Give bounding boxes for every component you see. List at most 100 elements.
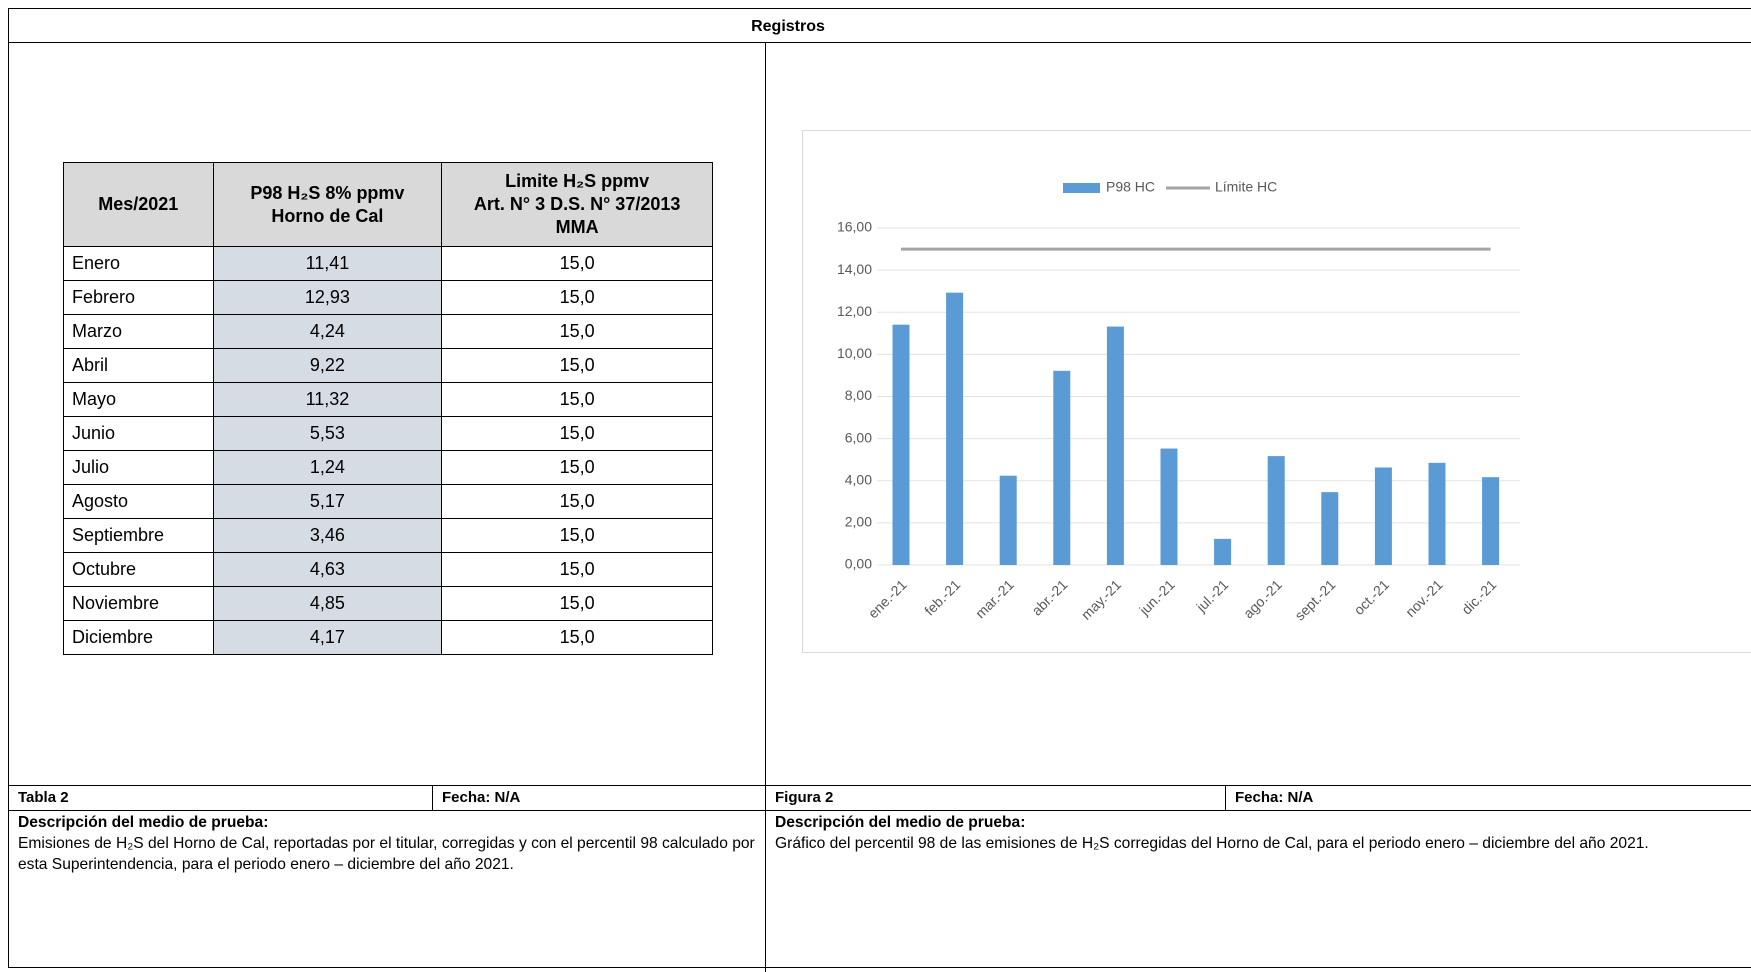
table-cell: Julio bbox=[64, 451, 214, 485]
table-cell: 15,0 bbox=[442, 383, 713, 417]
table-cell: 5,17 bbox=[213, 485, 442, 519]
table-cell: Abril bbox=[64, 349, 214, 383]
bar bbox=[1000, 476, 1017, 565]
header-line: Limite H₂S ppmv bbox=[450, 170, 704, 193]
y-tick-label: 2,00 bbox=[845, 514, 872, 530]
title: Registros bbox=[8, 8, 1568, 42]
table-cell: 5,53 bbox=[213, 417, 442, 451]
table-cell: Enero bbox=[64, 247, 214, 281]
table-cell: 9,22 bbox=[213, 349, 442, 383]
table-cell: Junio bbox=[64, 417, 214, 451]
y-tick-label: 6,00 bbox=[845, 429, 872, 445]
bar bbox=[1429, 463, 1446, 565]
bar bbox=[1107, 327, 1124, 565]
date: Fecha: N/A bbox=[434, 786, 528, 809]
description: Gráfico del percentil 98 de las emisione… bbox=[775, 833, 1751, 854]
bar bbox=[1214, 539, 1231, 565]
bar bbox=[1375, 467, 1392, 565]
rule bbox=[8, 810, 1751, 811]
table-cell: 15,0 bbox=[442, 315, 713, 349]
caption: Tabla 2 bbox=[10, 786, 77, 809]
header-line: Mes/2021 bbox=[72, 193, 205, 216]
table-cell: 15,0 bbox=[442, 587, 713, 621]
divider bbox=[765, 42, 766, 972]
description-title: Descripción del medio de prueba: bbox=[18, 812, 757, 833]
table-cell: 15,0 bbox=[442, 451, 713, 485]
caption: Figura 2 bbox=[767, 786, 841, 809]
y-tick-label: 14,00 bbox=[837, 261, 872, 277]
bar bbox=[946, 293, 963, 565]
table-cell: Noviembre bbox=[64, 587, 214, 621]
bar bbox=[1482, 477, 1499, 565]
chart: 0,002,004,006,008,0010,0012,0014,0016,00… bbox=[802, 130, 1751, 653]
chart-border bbox=[803, 131, 1751, 653]
table-cell: 15,0 bbox=[442, 247, 713, 281]
table-cell: 11,41 bbox=[213, 247, 442, 281]
legend-swatch bbox=[1063, 183, 1100, 193]
bar bbox=[1321, 492, 1338, 565]
y-tick-label: 16,00 bbox=[837, 219, 872, 235]
description-box: Descripción del medio de prueba: Emision… bbox=[10, 812, 765, 875]
table-cell: 4,24 bbox=[213, 315, 442, 349]
table-cell: 4,63 bbox=[213, 553, 442, 587]
y-tick-label: 4,00 bbox=[845, 471, 872, 487]
table-cell: 15,0 bbox=[442, 281, 713, 315]
table-cell: 1,24 bbox=[213, 451, 442, 485]
y-tick-label: 10,00 bbox=[837, 345, 872, 361]
table-cell: Diciembre bbox=[64, 621, 214, 655]
header-line: P98 H₂S 8% ppmv bbox=[222, 182, 434, 205]
table-cell: 15,0 bbox=[442, 485, 713, 519]
header-line: Horno de Cal bbox=[222, 205, 434, 228]
bar bbox=[893, 325, 910, 565]
table-cell: 12,93 bbox=[213, 281, 442, 315]
description: Emisiones de H₂S del Horno de Cal, repor… bbox=[18, 833, 757, 875]
table-cell: Marzo bbox=[64, 315, 214, 349]
table-cell: Febrero bbox=[64, 281, 214, 315]
table-cell: 11,32 bbox=[213, 383, 442, 417]
y-tick-label: 12,00 bbox=[837, 303, 872, 319]
table-cell: 15,0 bbox=[442, 621, 713, 655]
legend-label: Límite HC bbox=[1215, 179, 1277, 195]
table-cell: 15,0 bbox=[442, 519, 713, 553]
table-cell: Mayo bbox=[64, 383, 214, 417]
table-cell: 3,46 bbox=[213, 519, 442, 553]
table-cell: 4,17 bbox=[213, 621, 442, 655]
divider bbox=[1225, 785, 1226, 810]
description-box: Descripción del medio de prueba: Gráfico… bbox=[767, 812, 1751, 962]
bar bbox=[1268, 456, 1285, 565]
divider bbox=[432, 785, 433, 810]
table-cell: 15,0 bbox=[442, 553, 713, 587]
rule bbox=[8, 785, 1751, 786]
y-tick-label: 8,00 bbox=[845, 387, 872, 403]
table-cell: 15,0 bbox=[442, 349, 713, 383]
column-header: Mes/2021 bbox=[64, 163, 214, 247]
bar bbox=[1161, 449, 1178, 565]
bar bbox=[1053, 371, 1070, 565]
header-line: MMA bbox=[450, 216, 704, 239]
table-cell: Agosto bbox=[64, 485, 214, 519]
table-cell: 15,0 bbox=[442, 417, 713, 451]
rule bbox=[8, 42, 1751, 43]
header-line: Art. N° 3 D.S. N° 37/2013 bbox=[450, 193, 704, 216]
table-cell: Octubre bbox=[64, 553, 214, 587]
date: Fecha: N/A bbox=[1227, 786, 1321, 809]
table-cell: Septiembre bbox=[64, 519, 214, 553]
